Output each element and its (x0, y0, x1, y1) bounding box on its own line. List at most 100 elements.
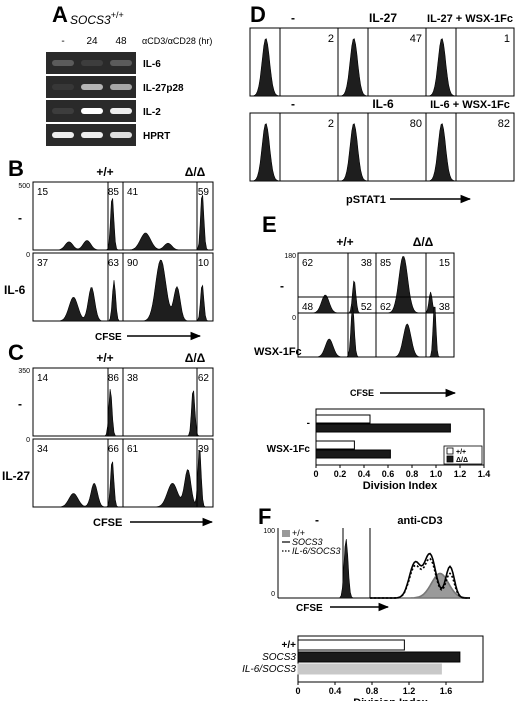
gate-percent-left: 38 (127, 373, 139, 384)
division-index-bar (297, 651, 461, 663)
gel-band (52, 60, 74, 66)
panel-d-letter: D (250, 2, 266, 27)
flow-histogram (33, 388, 123, 437)
panel-e-row-0: - (280, 279, 284, 293)
pstat1-histogram (250, 38, 338, 97)
panel-c-row-1: IL-27 (2, 469, 30, 483)
division-index-bar (315, 449, 391, 459)
division-index-bar (297, 663, 442, 675)
flow-histogram (376, 256, 454, 314)
panel-c-axis-label: CFSE (93, 517, 122, 529)
gel-band (110, 132, 132, 138)
panel-e-col-ko: Δ/Δ (413, 235, 434, 249)
division-index-bar (297, 639, 405, 651)
category-label: WSX-1Fc (267, 444, 311, 455)
panel-a-genotype: SOCS3+/+ (70, 10, 124, 27)
x-tick-label: 0.2 (334, 469, 347, 479)
legend-swatch (446, 455, 454, 463)
panel-b-row-1: IL-6 (4, 283, 26, 297)
panel-e-ytick-top: 180 (284, 253, 296, 260)
panel-e-row-1: WSX-1Fc (254, 346, 302, 358)
division-index-bar (315, 440, 355, 450)
pstat1-histogram (426, 38, 514, 97)
gate-percent-left: 37 (37, 258, 49, 269)
x-tick-label: 0.8 (406, 469, 419, 479)
gel-gene-label: IL-2 (143, 107, 161, 118)
pstat1-histogram (338, 38, 426, 97)
x-axis-label: Division Index (353, 697, 428, 701)
x-tick-label: 1.2 (403, 686, 416, 696)
panel-e-axis-label: CFSE (350, 388, 374, 398)
flow-histogram (298, 305, 376, 358)
x-tick-label: 1.4 (478, 469, 491, 479)
panel-c-ytick-top: 350 (18, 368, 30, 375)
pstat1-percent: 82 (498, 118, 510, 130)
panel-d-top-1: IL-27 (369, 11, 397, 25)
panel-f-ytick-top: 100 (263, 528, 275, 535)
lane-label-1: 24 (86, 36, 98, 47)
x-tick-label: 1.0 (430, 469, 443, 479)
gel-band (81, 84, 103, 90)
legend-swatch (446, 447, 454, 455)
panel-f-cond-0: - (315, 513, 319, 527)
stim-label: αCD3/αCD28 (hr) (142, 36, 212, 46)
gel-band (52, 132, 74, 138)
gel-band (52, 84, 74, 90)
panel-d-axis-label: pSTAT1 (346, 194, 386, 206)
gate-percent-left: 41 (127, 187, 139, 198)
panel-b-ytick-zero: 0 (26, 252, 30, 259)
flow-histogram (123, 450, 213, 508)
gel-band (110, 60, 132, 66)
gate-percent-right: 38 (439, 302, 451, 313)
category-label: +/+ (282, 640, 297, 651)
panel-c-col-wt: +/+ (96, 351, 113, 365)
pstat1-percent: 80 (410, 118, 422, 130)
gate-percent-right: 85 (108, 187, 120, 198)
socs3-histogram (370, 552, 470, 599)
legend-label: +/+ (456, 449, 466, 456)
legend-label: IL-6/SOCS3 (292, 546, 341, 556)
division-index-bar (315, 423, 451, 433)
legend-label: SOCS3 (292, 537, 323, 547)
legend-box (443, 445, 483, 465)
pstat1-histogram (426, 123, 514, 182)
gate-percent-left: 34 (37, 444, 49, 455)
gate-percent-right: 39 (198, 444, 210, 455)
flow-histogram (123, 259, 213, 322)
gate-percent-right: 63 (108, 258, 120, 269)
pstat1-histogram (338, 123, 426, 182)
panel-d-top-2: IL-27 + WSX-1Fc (427, 13, 513, 25)
gate-percent-right: 10 (198, 258, 210, 269)
panel-b-axis-label: CFSE (95, 332, 122, 343)
gate-percent-left: 90 (127, 258, 139, 269)
il6-socs3-histogram (370, 557, 470, 599)
category-label: IL-6/SOCS3 (242, 664, 296, 675)
gate-percent-right: 86 (108, 373, 120, 384)
panel-b: B +/+ Δ/Δ 500 0 500 - IL-6 1585415937639… (4, 156, 214, 343)
panel-d: D - IL-27 IL-27 + WSX-1Fc - IL-6 IL-6 + … (249, 2, 515, 206)
panel-a-letter: A (52, 2, 68, 27)
flow-histogram (123, 194, 213, 251)
pstat1-percent: 2 (328, 33, 334, 45)
legend-label: Δ/Δ (456, 457, 468, 464)
gate-percent-right: 66 (108, 444, 120, 455)
gate-percent-left: 14 (37, 373, 49, 384)
gate-percent-right: 15 (439, 258, 451, 269)
x-tick-label: 0 (313, 469, 318, 479)
panel-d-bot-0: - (291, 97, 295, 111)
flow-histogram (33, 198, 123, 251)
gel-gene-label: IL-27p28 (143, 83, 184, 94)
panel-c-ytick-zero: 0 (26, 437, 30, 444)
panel-b-col-wt: +/+ (96, 165, 113, 179)
gate-percent-left: 15 (37, 187, 49, 198)
panel-c-letter: C (8, 340, 24, 365)
legend-swatch (282, 530, 290, 537)
flow-histogram (33, 280, 123, 322)
panel-f-ytick-zero: 0 (271, 591, 275, 598)
gel-band (81, 60, 103, 66)
unstim-peak (278, 538, 370, 599)
category-label: - (307, 418, 310, 429)
panel-e-letter: E (262, 212, 277, 237)
